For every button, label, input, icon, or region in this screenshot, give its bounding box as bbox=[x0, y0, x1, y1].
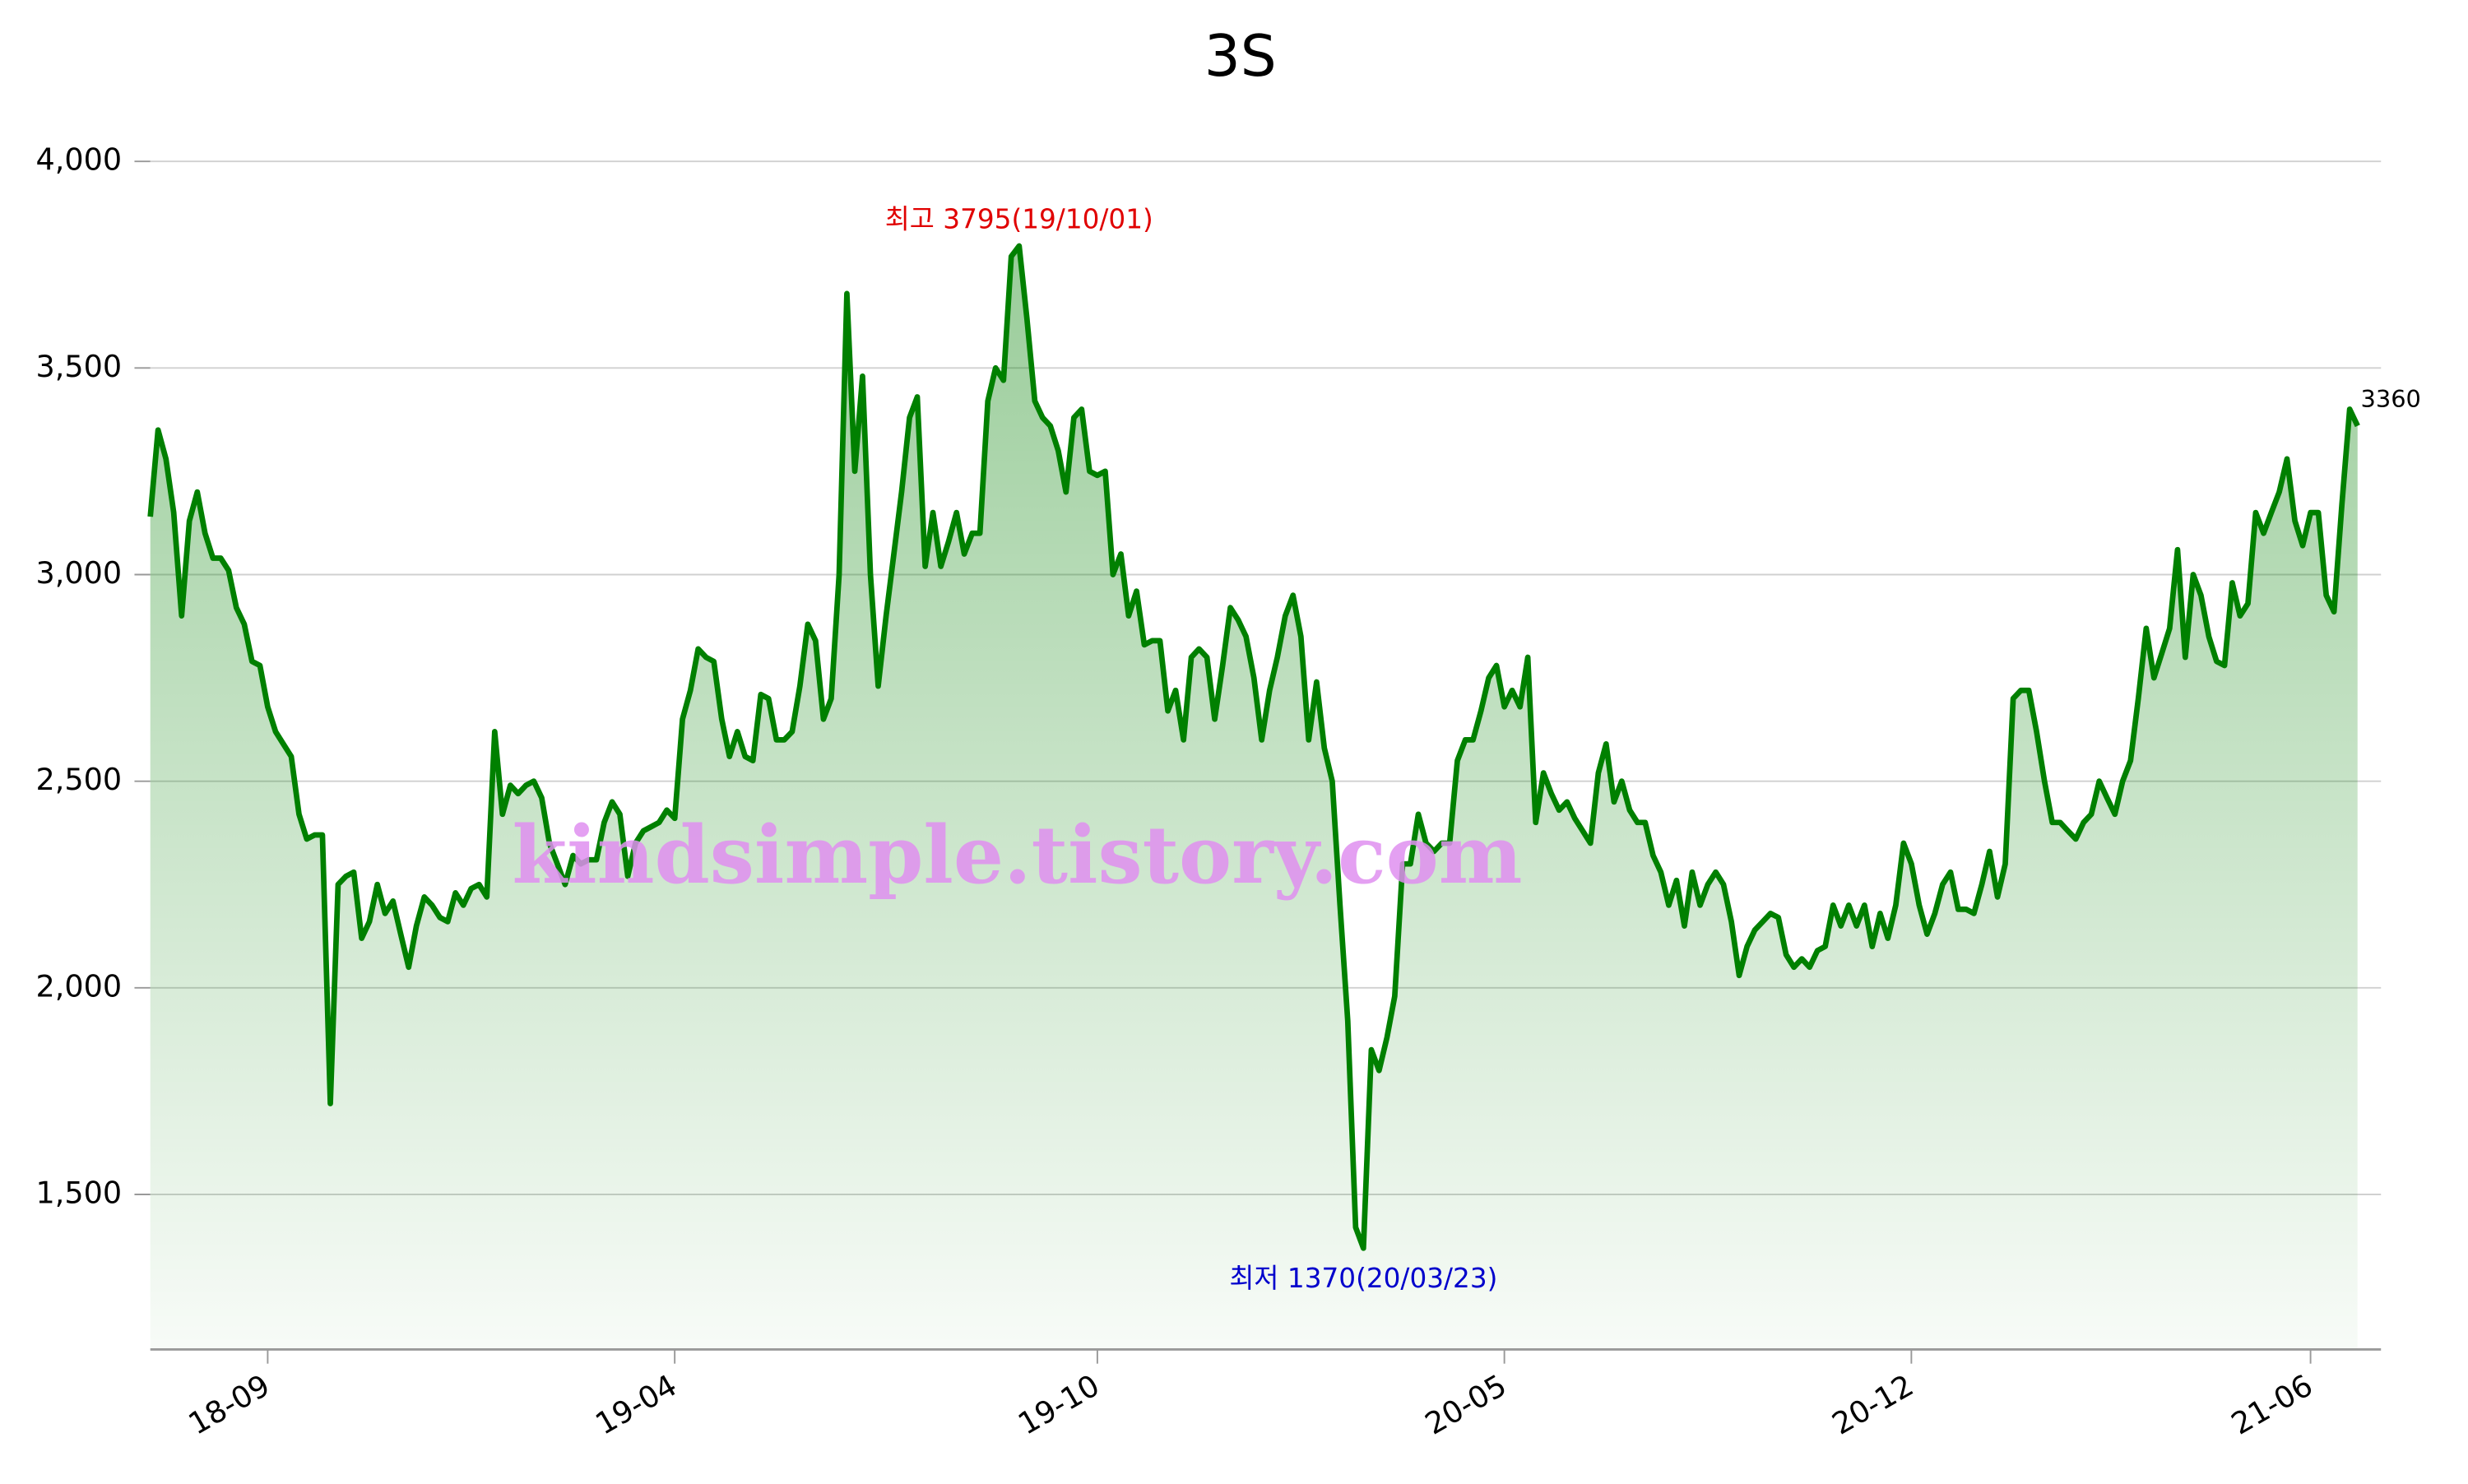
x-tick-label: 20-05 bbox=[1419, 1367, 1512, 1441]
x-tick-label: 18-09 bbox=[183, 1367, 276, 1441]
chart-title: 3S bbox=[1204, 24, 1277, 90]
x-tick-label: 20-12 bbox=[1826, 1367, 1919, 1441]
x-tick-label: 21-06 bbox=[2225, 1367, 2318, 1441]
y-tick-label: 2,000 bbox=[36, 968, 123, 1004]
x-tick-label: 19-10 bbox=[1012, 1367, 1105, 1441]
x-tick-label: 19-04 bbox=[589, 1367, 682, 1441]
y-tick-label: 3,000 bbox=[36, 555, 123, 591]
watermark: kindsimple.tistory.com bbox=[513, 809, 1523, 902]
y-tick-label: 2,500 bbox=[36, 762, 123, 797]
area bbox=[150, 246, 2358, 1350]
max-annotation: 최고 3795(19/10/01) bbox=[885, 203, 1153, 234]
min-annotation: 최저 1370(20/03/23) bbox=[1229, 1263, 1497, 1294]
y-tick-label: 1,500 bbox=[36, 1176, 123, 1211]
last-value-label: 3360 bbox=[2361, 385, 2421, 413]
y-tick-label: 4,000 bbox=[36, 142, 123, 178]
line bbox=[147, 243, 2360, 1251]
y-tick-label: 3,500 bbox=[36, 349, 123, 384]
